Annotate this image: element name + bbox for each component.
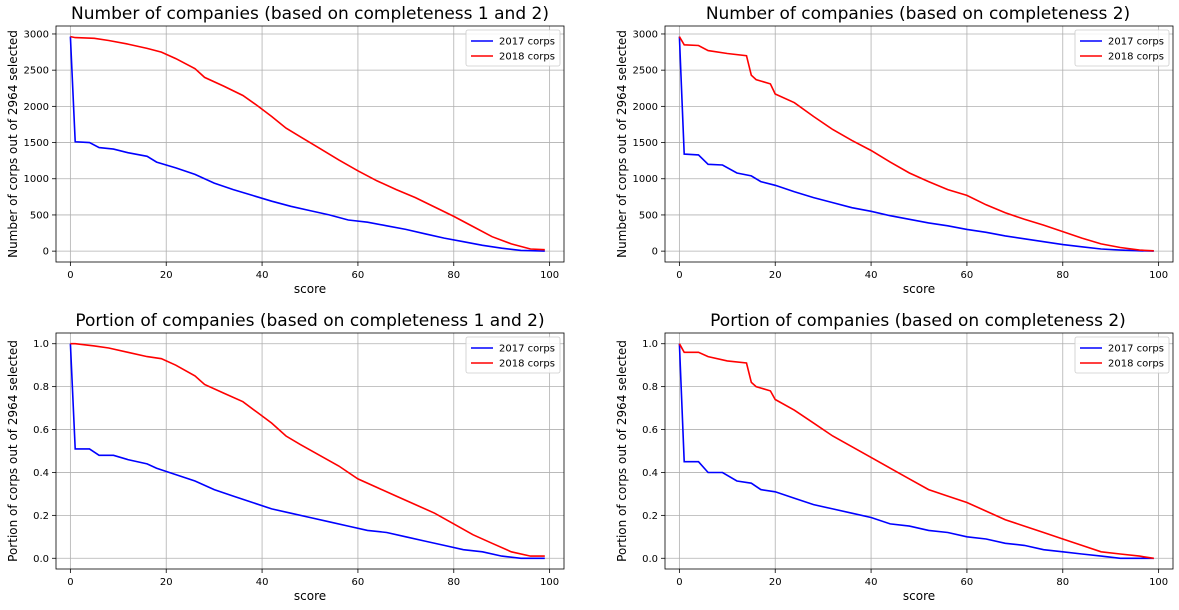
x-tick-label: 60 <box>961 270 974 281</box>
x-tick-label: 0 <box>676 270 682 281</box>
chart-title: Portion of companies (based on completen… <box>75 311 544 331</box>
x-tick-label: 40 <box>865 577 878 588</box>
y-tick-label: 1500 <box>24 138 49 149</box>
plot-frame <box>664 332 1174 570</box>
legend-label: 2018 corps <box>499 359 555 370</box>
y-axis-label: Number of corps out of 2964 selected <box>615 30 629 258</box>
y-tick-label: 2000 <box>633 102 658 113</box>
x-axis-label: score <box>294 282 326 296</box>
y-tick-label: 500 <box>30 210 49 221</box>
legend-label: 2017 corps <box>499 37 555 48</box>
y-tick-label: 1000 <box>633 174 658 185</box>
series-line-2018-corps <box>678 36 1154 252</box>
x-tick-label: 0 <box>67 577 73 588</box>
y-tick-label: 0.4 <box>33 468 49 479</box>
legend: 2017 corps 2018 corps <box>465 29 561 67</box>
series-line-2017-corps <box>69 36 545 252</box>
x-tick-label: 60 <box>352 577 365 588</box>
x-tick-label: 20 <box>160 577 173 588</box>
legend-box <box>465 336 561 374</box>
x-tick-label: 40 <box>865 270 878 281</box>
chart-title: Portion of companies (based on completen… <box>710 311 1126 331</box>
x-tick-label: 60 <box>352 270 365 281</box>
x-tick-label: 80 <box>447 270 460 281</box>
y-tick-label: 1.0 <box>642 339 658 350</box>
y-tick-label: 1500 <box>633 138 658 149</box>
series-line-2018-corps <box>70 35 545 251</box>
x-tick-label: 80 <box>1056 270 1069 281</box>
chart-4: 0 20 40 60 80 100 0.0 0.2 0.4 0.6 0.8 1.0 Portion of… <box>615 311 1174 603</box>
y-axis-label: Portion of corps out of 2964 selected <box>6 340 20 562</box>
y-tick-label: 1000 <box>24 174 49 185</box>
legend: 2017 corps 2018 corps <box>1074 29 1170 67</box>
y-tick-label: 500 <box>639 210 658 221</box>
chart-title: Number of companies (based on completene… <box>71 4 549 24</box>
x-tick-label: 100 <box>540 270 559 281</box>
x-tick-label: 100 <box>1149 577 1168 588</box>
chart-title: Number of companies (based on completene… <box>706 4 1130 24</box>
series-line-2017-corps <box>678 343 1154 560</box>
x-tick-label: 20 <box>769 270 782 281</box>
y-tick-label: 2500 <box>24 66 49 77</box>
x-axis-label: score <box>294 589 326 603</box>
legend-label: 2017 corps <box>1108 344 1164 355</box>
x-tick-label: 80 <box>447 577 460 588</box>
legend: 2017 corps 2018 corps <box>1074 336 1170 374</box>
series-line-2018-corps <box>70 342 545 557</box>
series-line-2017-corps <box>678 36 1154 252</box>
legend-label: 2017 corps <box>1108 37 1164 48</box>
x-tick-label: 40 <box>256 577 269 588</box>
y-tick-label: 3000 <box>24 29 49 40</box>
legend: 2017 corps 2018 corps <box>465 336 561 374</box>
y-tick-label: 0.2 <box>642 511 658 522</box>
y-tick-label: 3000 <box>633 29 658 40</box>
y-tick-label: 0.2 <box>33 511 49 522</box>
x-tick-label: 100 <box>540 577 559 588</box>
x-tick-label: 0 <box>676 577 682 588</box>
x-tick-label: 40 <box>256 270 269 281</box>
y-tick-label: 2500 <box>633 66 658 77</box>
legend-label: 2018 corps <box>499 52 555 63</box>
legend-box <box>465 29 561 67</box>
x-tick-label: 80 <box>1056 577 1069 588</box>
y-axis-label: Portion of corps out of 2964 selected <box>615 340 629 562</box>
y-tick-label: 0 <box>43 247 49 258</box>
series-line-2017-corps <box>69 343 545 560</box>
series-line-2018-corps <box>678 343 1154 560</box>
y-axis-label: Number of corps out of 2964 selected <box>6 30 20 258</box>
x-tick-label: 60 <box>961 577 974 588</box>
legend-label: 2018 corps <box>1108 359 1164 370</box>
plot-frame <box>55 25 565 263</box>
x-tick-label: 100 <box>1149 270 1168 281</box>
y-tick-label: 1.0 <box>33 339 49 350</box>
x-axis-label: score <box>903 282 935 296</box>
y-tick-label: 0.8 <box>642 382 658 393</box>
y-tick-label: 0.0 <box>33 554 49 565</box>
plot-frame <box>55 332 565 570</box>
x-tick-label: 20 <box>160 270 173 281</box>
chart-1: 0 20 40 60 80 100050010001500200025003000Numb… <box>6 4 565 296</box>
y-tick-label: 0.4 <box>642 468 658 479</box>
y-tick-label: 0.0 <box>642 554 658 565</box>
legend-box <box>1074 29 1170 67</box>
legend-box <box>1074 336 1170 374</box>
y-tick-label: 2000 <box>24 102 49 113</box>
y-tick-label: 0.8 <box>33 382 49 393</box>
y-tick-label: 0.6 <box>642 425 658 436</box>
plot-frame <box>664 25 1174 263</box>
chart-3: 0 20 40 60 80 100 0.0 0.2 0.4 0.6 0.8 1.0 Portion of… <box>6 311 565 603</box>
legend-label: 2018 corps <box>1108 52 1164 63</box>
x-axis-label: score <box>903 589 935 603</box>
chart-2: 0 20 40 60 80 100050010001500200025003000Numb… <box>615 4 1174 296</box>
x-tick-label: 20 <box>769 577 782 588</box>
y-tick-label: 0.6 <box>33 425 49 436</box>
y-tick-label: 0 <box>652 247 658 258</box>
legend-label: 2017 corps <box>499 344 555 355</box>
x-tick-label: 0 <box>67 270 73 281</box>
